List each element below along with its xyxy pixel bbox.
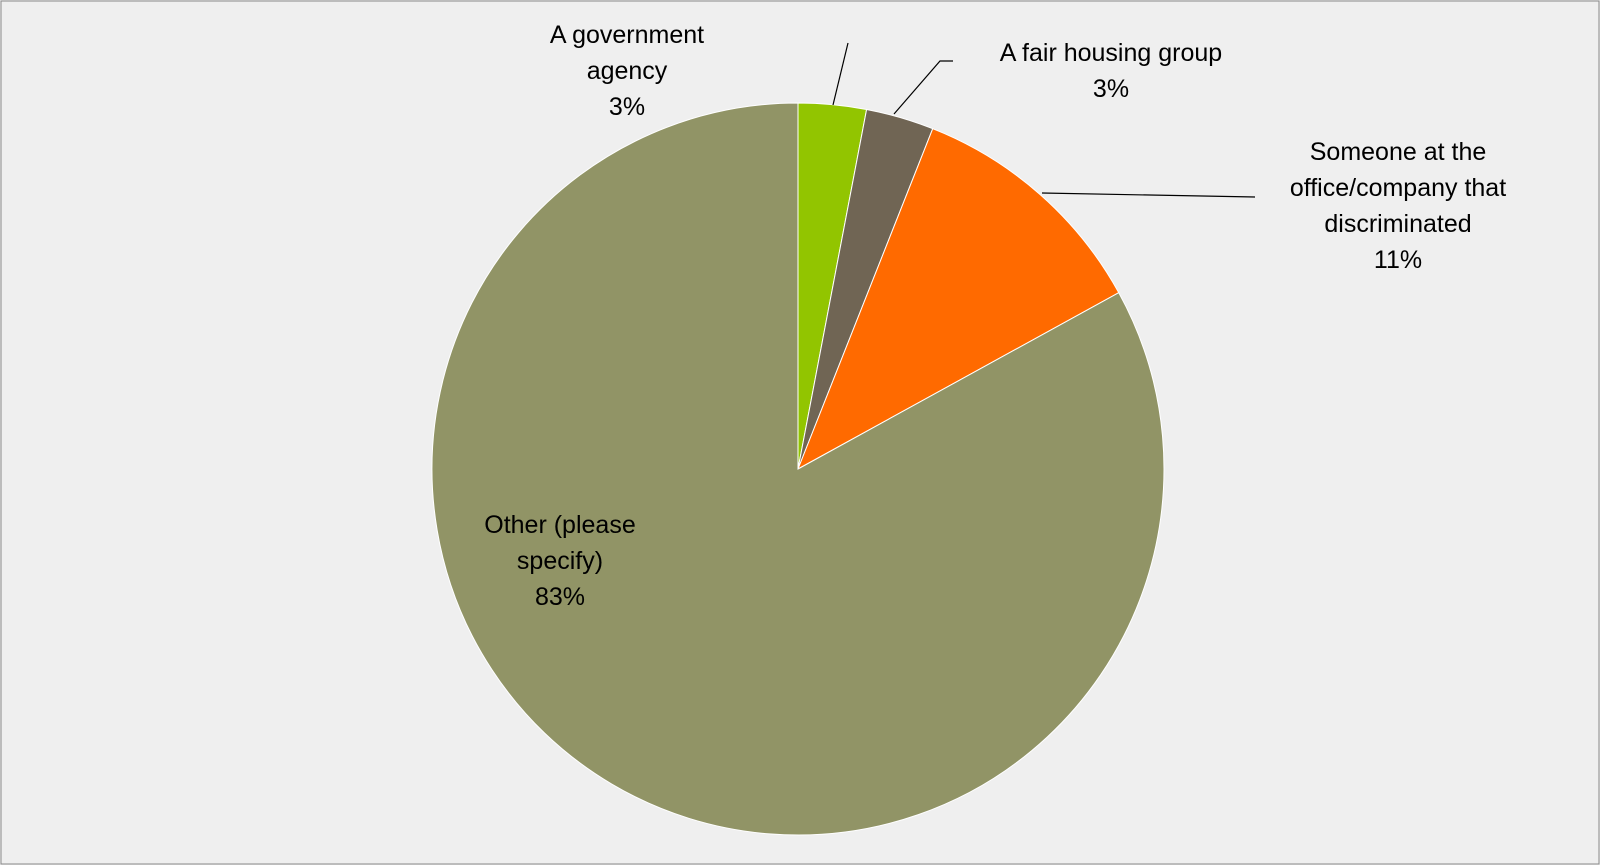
slice-value-label: 11% xyxy=(1374,246,1422,274)
slice-label-0: A government agency 3% xyxy=(550,21,704,121)
leader-line-1 xyxy=(893,60,953,115)
slice-value-label: 3% xyxy=(609,93,645,121)
slice-category-label: Other (please xyxy=(484,511,635,539)
slice-label-3: Other (please specify) 83% xyxy=(484,511,635,611)
slice-category-label: A fair housing group xyxy=(1000,39,1222,67)
slice-category-label: specify) xyxy=(517,547,603,575)
slice-labels: A government agency 3%A fair housing group… xyxy=(484,21,1506,611)
slice-category-label: agency xyxy=(587,57,668,85)
slice-category-label: Someone at the xyxy=(1310,138,1487,166)
leader-lines xyxy=(832,42,1256,198)
pie-slice-3 xyxy=(431,102,1165,836)
slice-value-label: 3% xyxy=(1093,75,1129,103)
slice-label-2: Someone at the office/company that discrim… xyxy=(1290,138,1506,274)
slice-category-label: discriminated xyxy=(1324,210,1471,238)
pie-slices xyxy=(431,102,1165,836)
slice-label-1: A fair housing group 3% xyxy=(1000,39,1222,103)
slice-category-label: A government xyxy=(550,21,704,49)
slice-category-label: office/company that xyxy=(1290,174,1506,202)
leader-line-0 xyxy=(832,42,849,106)
slice-value-label: 83% xyxy=(535,583,585,611)
pie-slice-2 xyxy=(797,128,1120,471)
leader-line-2 xyxy=(1041,192,1256,198)
